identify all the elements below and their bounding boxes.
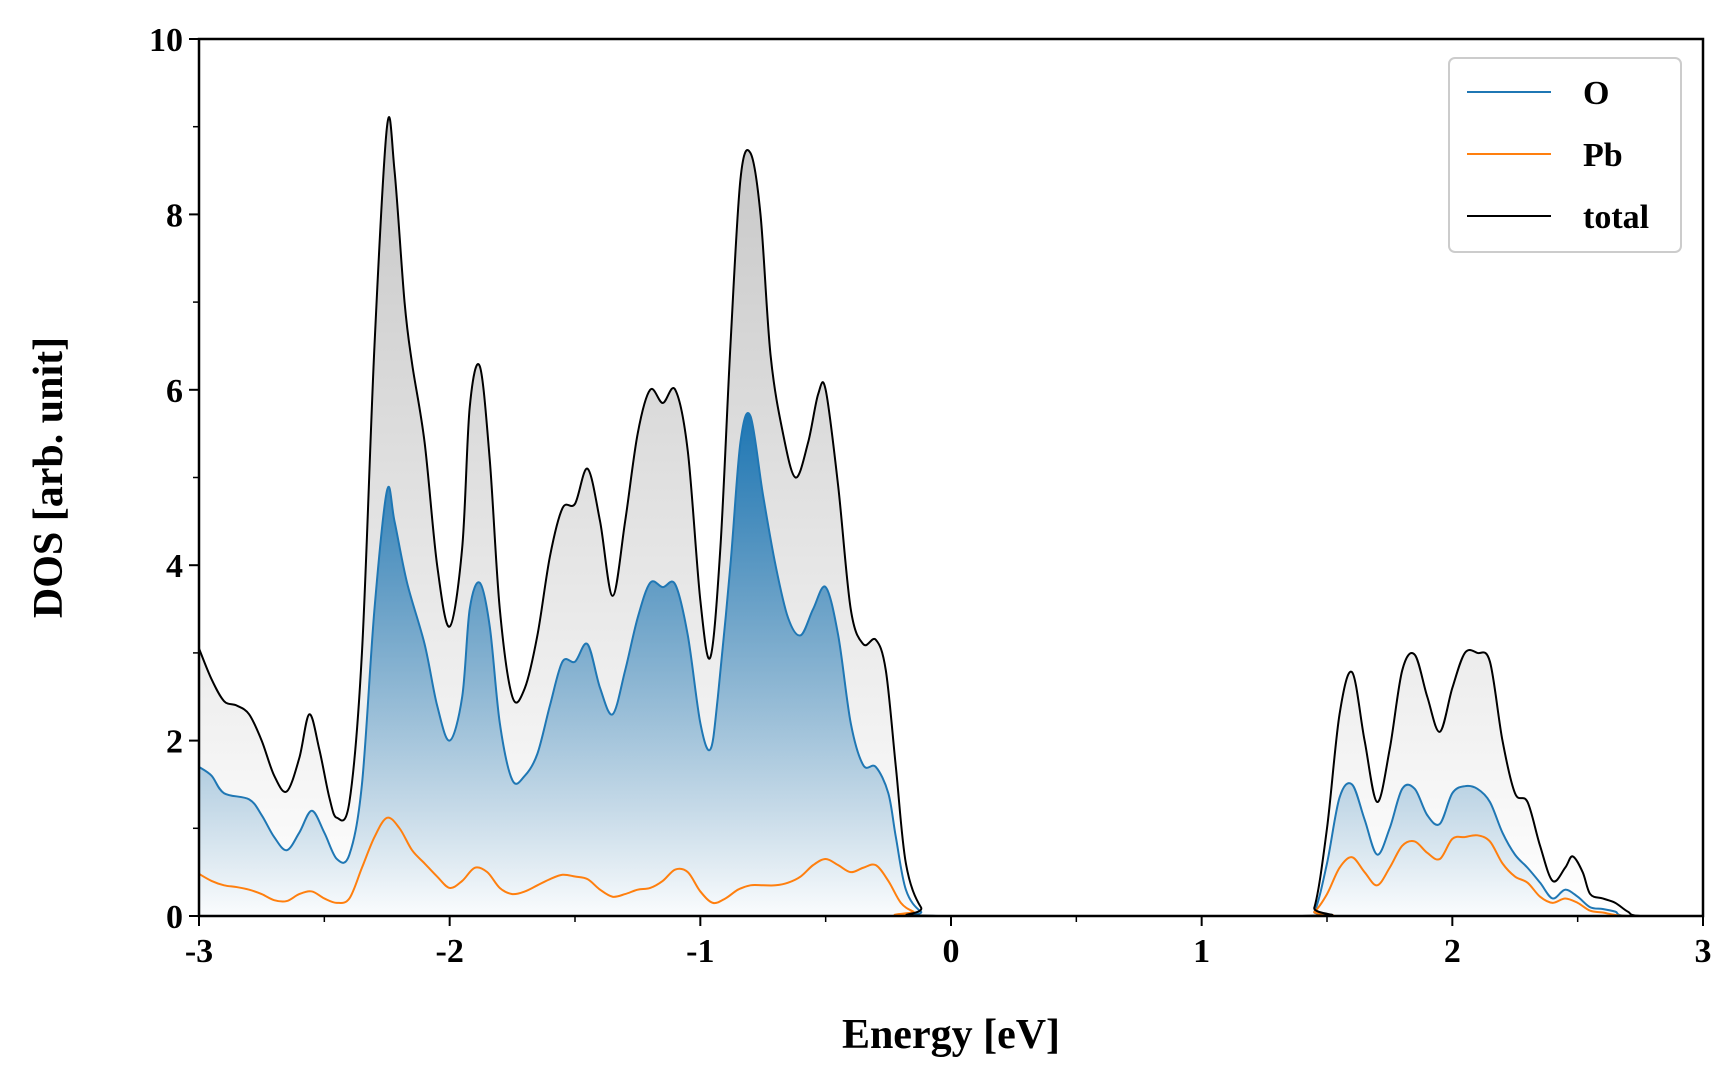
x-tick-label: 1 <box>1193 933 1210 970</box>
y-tick-label: 0 <box>166 899 183 936</box>
legend: O Pb total <box>1448 57 1682 253</box>
legend-box <box>1448 57 1682 253</box>
y-axis-title: DOS [arb. unit] <box>26 337 72 618</box>
series-line-o <box>199 412 1703 917</box>
x-tick-label: 3 <box>1695 933 1712 970</box>
y-tick-label: 8 <box>166 197 183 234</box>
series-lines <box>199 116 1703 917</box>
x-tick-label: -3 <box>185 933 213 970</box>
legend-label-o: O <box>1583 75 1609 112</box>
x-tick-label: 0 <box>943 933 960 970</box>
legend-label-pb: Pb <box>1583 137 1623 174</box>
y-tick-label: 2 <box>166 724 183 761</box>
x-tick-label: -1 <box>686 933 714 970</box>
x-tick-label: -2 <box>436 933 464 970</box>
series-fills <box>199 117 1703 916</box>
y-tick-label: 4 <box>166 548 183 585</box>
x-tick-label: 2 <box>1444 933 1461 970</box>
y-tick-label: 10 <box>149 22 183 59</box>
y-tick-label: 6 <box>166 373 183 410</box>
fill-o <box>199 413 1703 916</box>
series-line-total <box>199 116 1703 917</box>
legend-label-total: total <box>1583 199 1649 236</box>
series-line-pb <box>199 816 1703 917</box>
x-axis-title: Energy [eV] <box>842 1012 1060 1058</box>
axes: -3 -2 -1 0 1 2 3 0 2 4 6 8 10 Energy [eV] DOS [arb. un… <box>26 22 1712 1058</box>
